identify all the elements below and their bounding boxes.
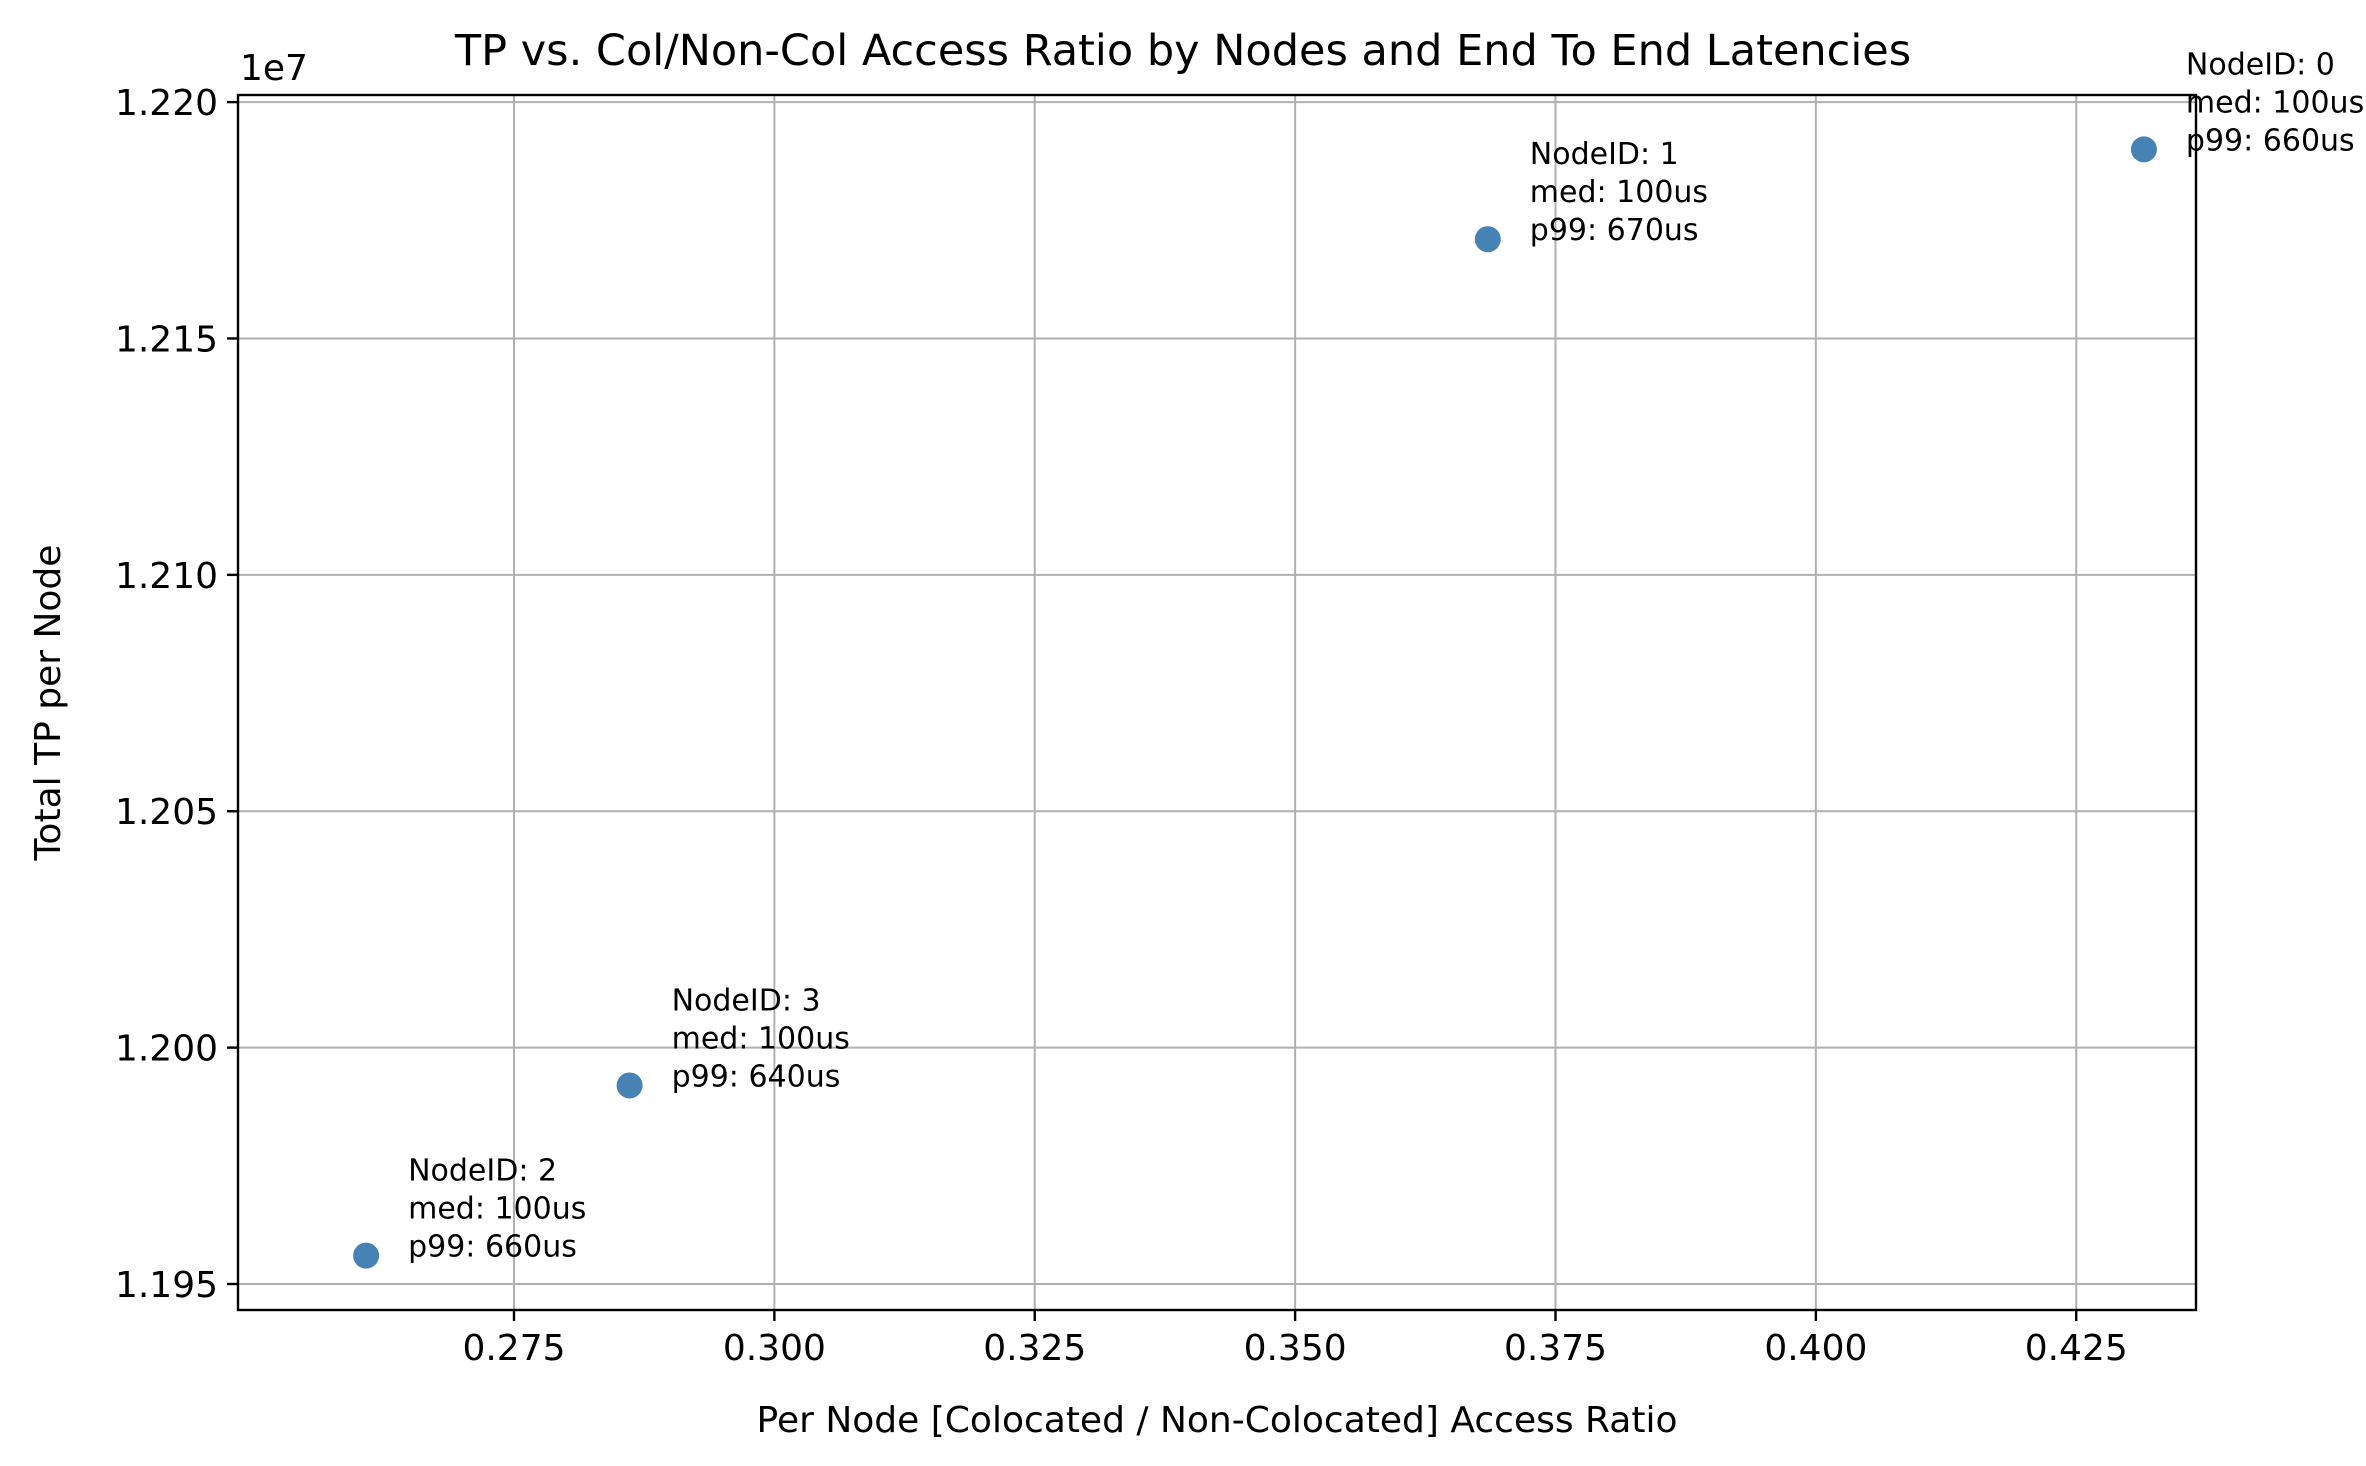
point-annotation-line: med: 100us [2186, 85, 2364, 120]
point-annotation-line: p99: 660us [2186, 123, 2355, 158]
x-tick-label: 0.350 [1244, 1328, 1347, 1369]
plot-frame [236, 93, 2198, 1312]
point-annotation-line: med: 100us [408, 1192, 586, 1227]
x-tick-label: 0.325 [983, 1328, 1086, 1369]
y-tick-label: 1.210 [115, 556, 218, 597]
scatter-point [616, 1072, 643, 1099]
y-axis-label: Total TP per Node [28, 545, 69, 862]
grid-lines [238, 95, 2196, 1310]
y-tick-label: 1.215 [115, 319, 218, 360]
point-annotation-line: p99: 670us [1530, 213, 1699, 248]
data-points [353, 136, 2157, 1269]
point-annotation-line: NodeID: 2 [408, 1154, 557, 1189]
scatter-point [2130, 136, 2157, 163]
y-tick-label: 1.195 [115, 1265, 218, 1306]
x-tick-label: 0.375 [1504, 1328, 1607, 1369]
chart-title: TP vs. Col/Non-Col Access Ratio by Nodes… [454, 26, 1911, 76]
scatter-point [1474, 226, 1501, 253]
scatter-point [353, 1242, 380, 1269]
point-annotation-line: med: 100us [1530, 175, 1708, 210]
y-tick-label: 1.220 [115, 83, 218, 124]
y-tick-label: 1.205 [115, 792, 218, 833]
x-axis-label: Per Node [Colocated / Non-Colocated] Acc… [757, 1400, 1678, 1441]
x-tick-label: 0.275 [462, 1328, 565, 1369]
x-tick-label: 0.425 [2025, 1328, 2128, 1369]
point-annotation-line: p99: 640us [672, 1059, 841, 1094]
point-annotation-line: p99: 660us [408, 1230, 577, 1265]
point-annotation-line: NodeID: 3 [672, 983, 821, 1018]
y-offset-label: 1e7 [240, 48, 308, 89]
y-tick-label: 1.200 [115, 1029, 218, 1070]
point-annotation-line: med: 100us [672, 1021, 850, 1056]
x-tick-label: 0.300 [723, 1328, 826, 1369]
axis-ticks: 0.275 0.300 0.325 0.350 0.375 0.400 0.425 1.195… [115, 83, 2128, 1369]
x-tick-label: 0.400 [1764, 1328, 1867, 1369]
point-annotation-line: NodeID: 1 [1530, 137, 1679, 172]
point-annotation-line: NodeID: 0 [2186, 47, 2335, 82]
